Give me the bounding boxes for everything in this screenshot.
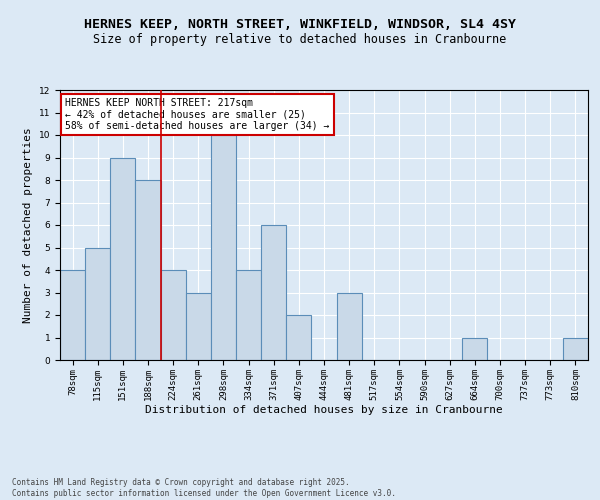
Bar (286, 315, 311, 360)
Bar (85, 248, 110, 360)
Bar (337, 292, 362, 360)
Bar (261, 225, 286, 360)
Text: Size of property relative to detached houses in Cranbourne: Size of property relative to detached ho… (94, 32, 506, 46)
Bar (236, 270, 261, 360)
Bar (161, 270, 186, 360)
Bar (211, 135, 236, 360)
Text: HERNES KEEP NORTH STREET: 217sqm
← 42% of detached houses are smaller (25)
58% o: HERNES KEEP NORTH STREET: 217sqm ← 42% o… (65, 98, 329, 132)
Bar (110, 158, 136, 360)
Bar (563, 338, 588, 360)
Text: Contains HM Land Registry data © Crown copyright and database right 2025.
Contai: Contains HM Land Registry data © Crown c… (12, 478, 396, 498)
Bar (186, 292, 211, 360)
Bar (462, 338, 487, 360)
Text: HERNES KEEP, NORTH STREET, WINKFIELD, WINDSOR, SL4 4SY: HERNES KEEP, NORTH STREET, WINKFIELD, WI… (84, 18, 516, 30)
Y-axis label: Number of detached properties: Number of detached properties (23, 127, 33, 323)
Bar (136, 180, 161, 360)
Bar (60, 270, 85, 360)
X-axis label: Distribution of detached houses by size in Cranbourne: Distribution of detached houses by size … (145, 406, 503, 415)
